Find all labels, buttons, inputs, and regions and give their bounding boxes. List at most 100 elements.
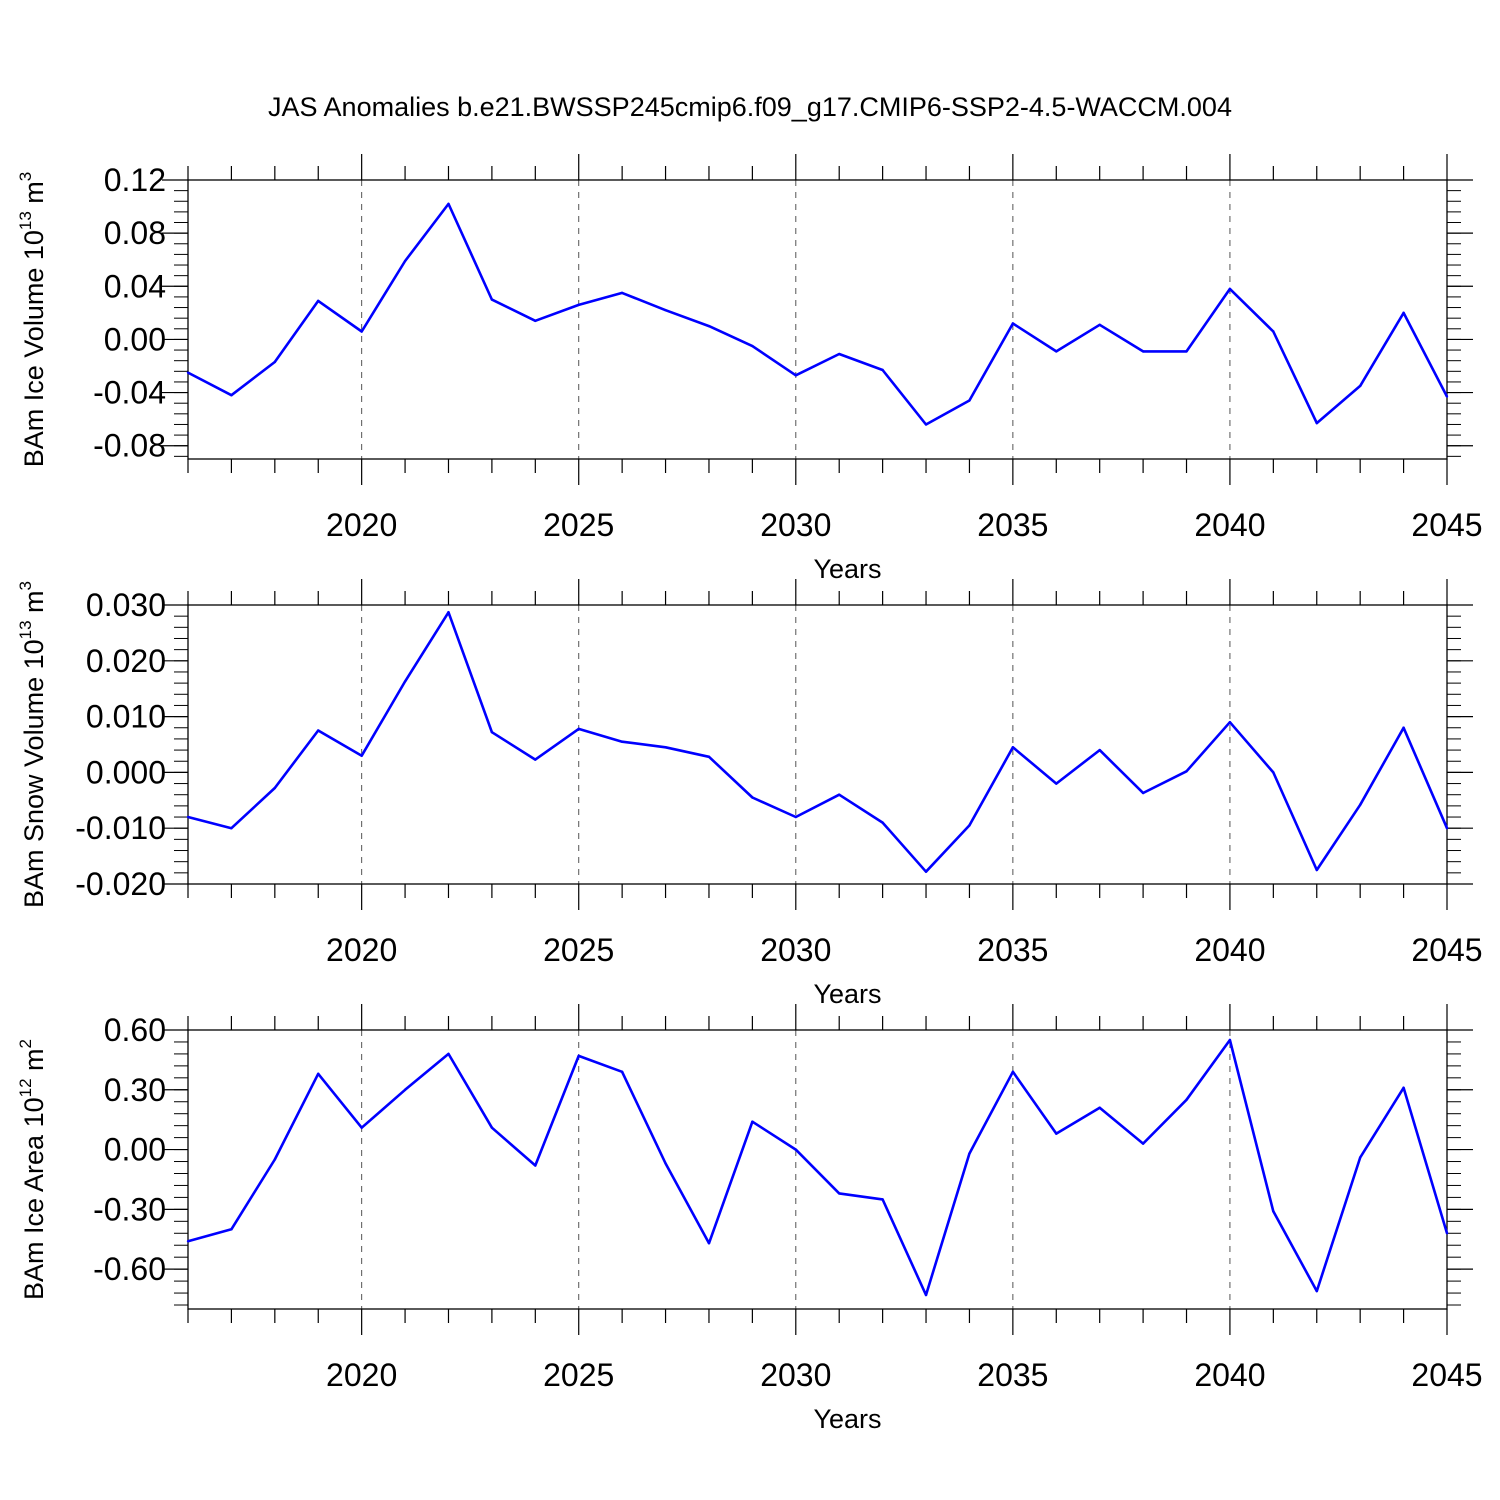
y-axis-title-exponent: 13 <box>16 620 35 639</box>
y-tick-label: -0.020 <box>75 866 166 902</box>
chart-panel-2: 0.030 0.020 0.010 0.000 -0.010 -0.020 2020 2025… <box>16 579 1483 1009</box>
data-point <box>1098 748 1101 752</box>
data-point <box>577 1054 580 1058</box>
x-tick-label: 2030 <box>760 1357 831 1393</box>
data-point <box>1445 1232 1449 1235</box>
data-point <box>577 727 580 731</box>
data-point <box>881 1198 884 1201</box>
data-point <box>1185 350 1188 353</box>
x-tick-label: 2045 <box>1411 932 1482 968</box>
data-point <box>403 680 407 683</box>
data-point <box>447 202 450 206</box>
x-tick-label: 2025 <box>543 1357 614 1393</box>
x-tick-label: 2040 <box>1194 1357 1265 1393</box>
y-tick-label: -0.010 <box>75 810 166 846</box>
data-point <box>1272 771 1275 774</box>
y-axis-title-exponent: 12 <box>16 1078 35 1097</box>
x-tick-label: 2020 <box>326 1357 397 1393</box>
data-point <box>838 793 841 796</box>
data-point <box>968 824 971 827</box>
y-tick-label: 0.030 <box>86 587 166 623</box>
data-point <box>794 1148 797 1151</box>
y-axis-title-text: BAm Ice Area 10 <box>19 1097 49 1300</box>
data-point <box>620 740 624 743</box>
data-point <box>447 611 450 614</box>
data-point <box>1402 311 1405 315</box>
data-point <box>1055 1132 1058 1135</box>
data-point <box>577 303 580 307</box>
y-tick-label: -0.30 <box>93 1191 166 1227</box>
x-tick-label: 2020 <box>326 932 397 968</box>
data-point <box>1315 421 1318 425</box>
data-point <box>534 758 537 761</box>
data-point <box>707 324 711 328</box>
data-point <box>1228 1038 1232 1042</box>
x-axis-title: Years <box>813 979 881 1009</box>
x-tick-label: 2030 <box>760 507 831 543</box>
x-tick-label: 2040 <box>1194 932 1265 968</box>
data-point <box>1402 726 1405 729</box>
data-point <box>881 368 884 372</box>
data-point <box>707 755 711 758</box>
y-tick-label: 0.04 <box>104 268 166 304</box>
data-point <box>447 1052 450 1056</box>
series-line <box>187 1038 1449 1297</box>
data-point <box>403 1088 407 1091</box>
x-tick-label: 2030 <box>760 932 831 968</box>
chart-panel-1: 0.12 0.08 0.04 0.00 -0.04 -0.08 2020 2025 2030 20… <box>16 154 1483 584</box>
data-point <box>924 870 928 873</box>
y-tick-label: 0.30 <box>104 1072 166 1108</box>
y-tick-label: 0.000 <box>86 754 166 790</box>
data-point <box>1272 330 1275 333</box>
data-point <box>1011 1070 1015 1074</box>
data-point <box>1055 782 1058 785</box>
plot-frame <box>187 179 1448 460</box>
data-point <box>360 754 363 757</box>
plot-frame <box>187 604 1448 885</box>
data-point <box>924 423 928 426</box>
x-axis-title: Years <box>813 1404 881 1434</box>
data-point <box>924 1293 928 1297</box>
data-point <box>664 746 667 749</box>
data-point <box>1011 322 1015 325</box>
data-point <box>490 731 494 734</box>
data-point <box>403 259 407 263</box>
data-point <box>1011 746 1015 749</box>
y-tick-label: 0.08 <box>104 215 166 251</box>
y-axis-title-exponent: 13 <box>16 211 35 230</box>
data-point <box>838 352 841 356</box>
y-axis-title: BAm Snow Volume 1013 m3 <box>16 581 49 908</box>
data-point <box>620 291 624 295</box>
data-point <box>707 1242 711 1245</box>
data-point <box>1358 1156 1362 1159</box>
y-tick-label: 0.60 <box>104 1012 166 1048</box>
y-tick-label: -0.60 <box>93 1251 166 1287</box>
data-point <box>1098 323 1101 327</box>
data-point <box>1358 803 1362 806</box>
data-point <box>751 344 754 348</box>
data-point <box>1358 384 1362 388</box>
x-tick-label: 2035 <box>977 932 1048 968</box>
data-point <box>751 1120 754 1123</box>
y-tick-label: -0.04 <box>93 375 166 411</box>
x-axis-title: Years <box>813 554 881 584</box>
data-point <box>794 815 797 819</box>
data-point <box>1141 1142 1145 1145</box>
y-axis-title-unit: m <box>19 1048 49 1078</box>
data-point <box>186 371 190 374</box>
data-point <box>186 1240 190 1243</box>
data-point <box>1185 1098 1188 1101</box>
y-axis-title-unit: m <box>19 181 49 211</box>
data-point <box>751 796 754 799</box>
data-point <box>317 729 320 732</box>
data-point <box>838 1192 841 1195</box>
y-axis-title: BAm Ice Area 1012 m2 <box>16 1039 49 1300</box>
data-point <box>186 815 190 819</box>
plot-frame <box>187 1029 1448 1310</box>
y-tick-label: 0.00 <box>104 1132 166 1168</box>
data-point <box>273 360 277 364</box>
data-point <box>1402 1086 1405 1089</box>
data-point <box>1141 791 1145 795</box>
